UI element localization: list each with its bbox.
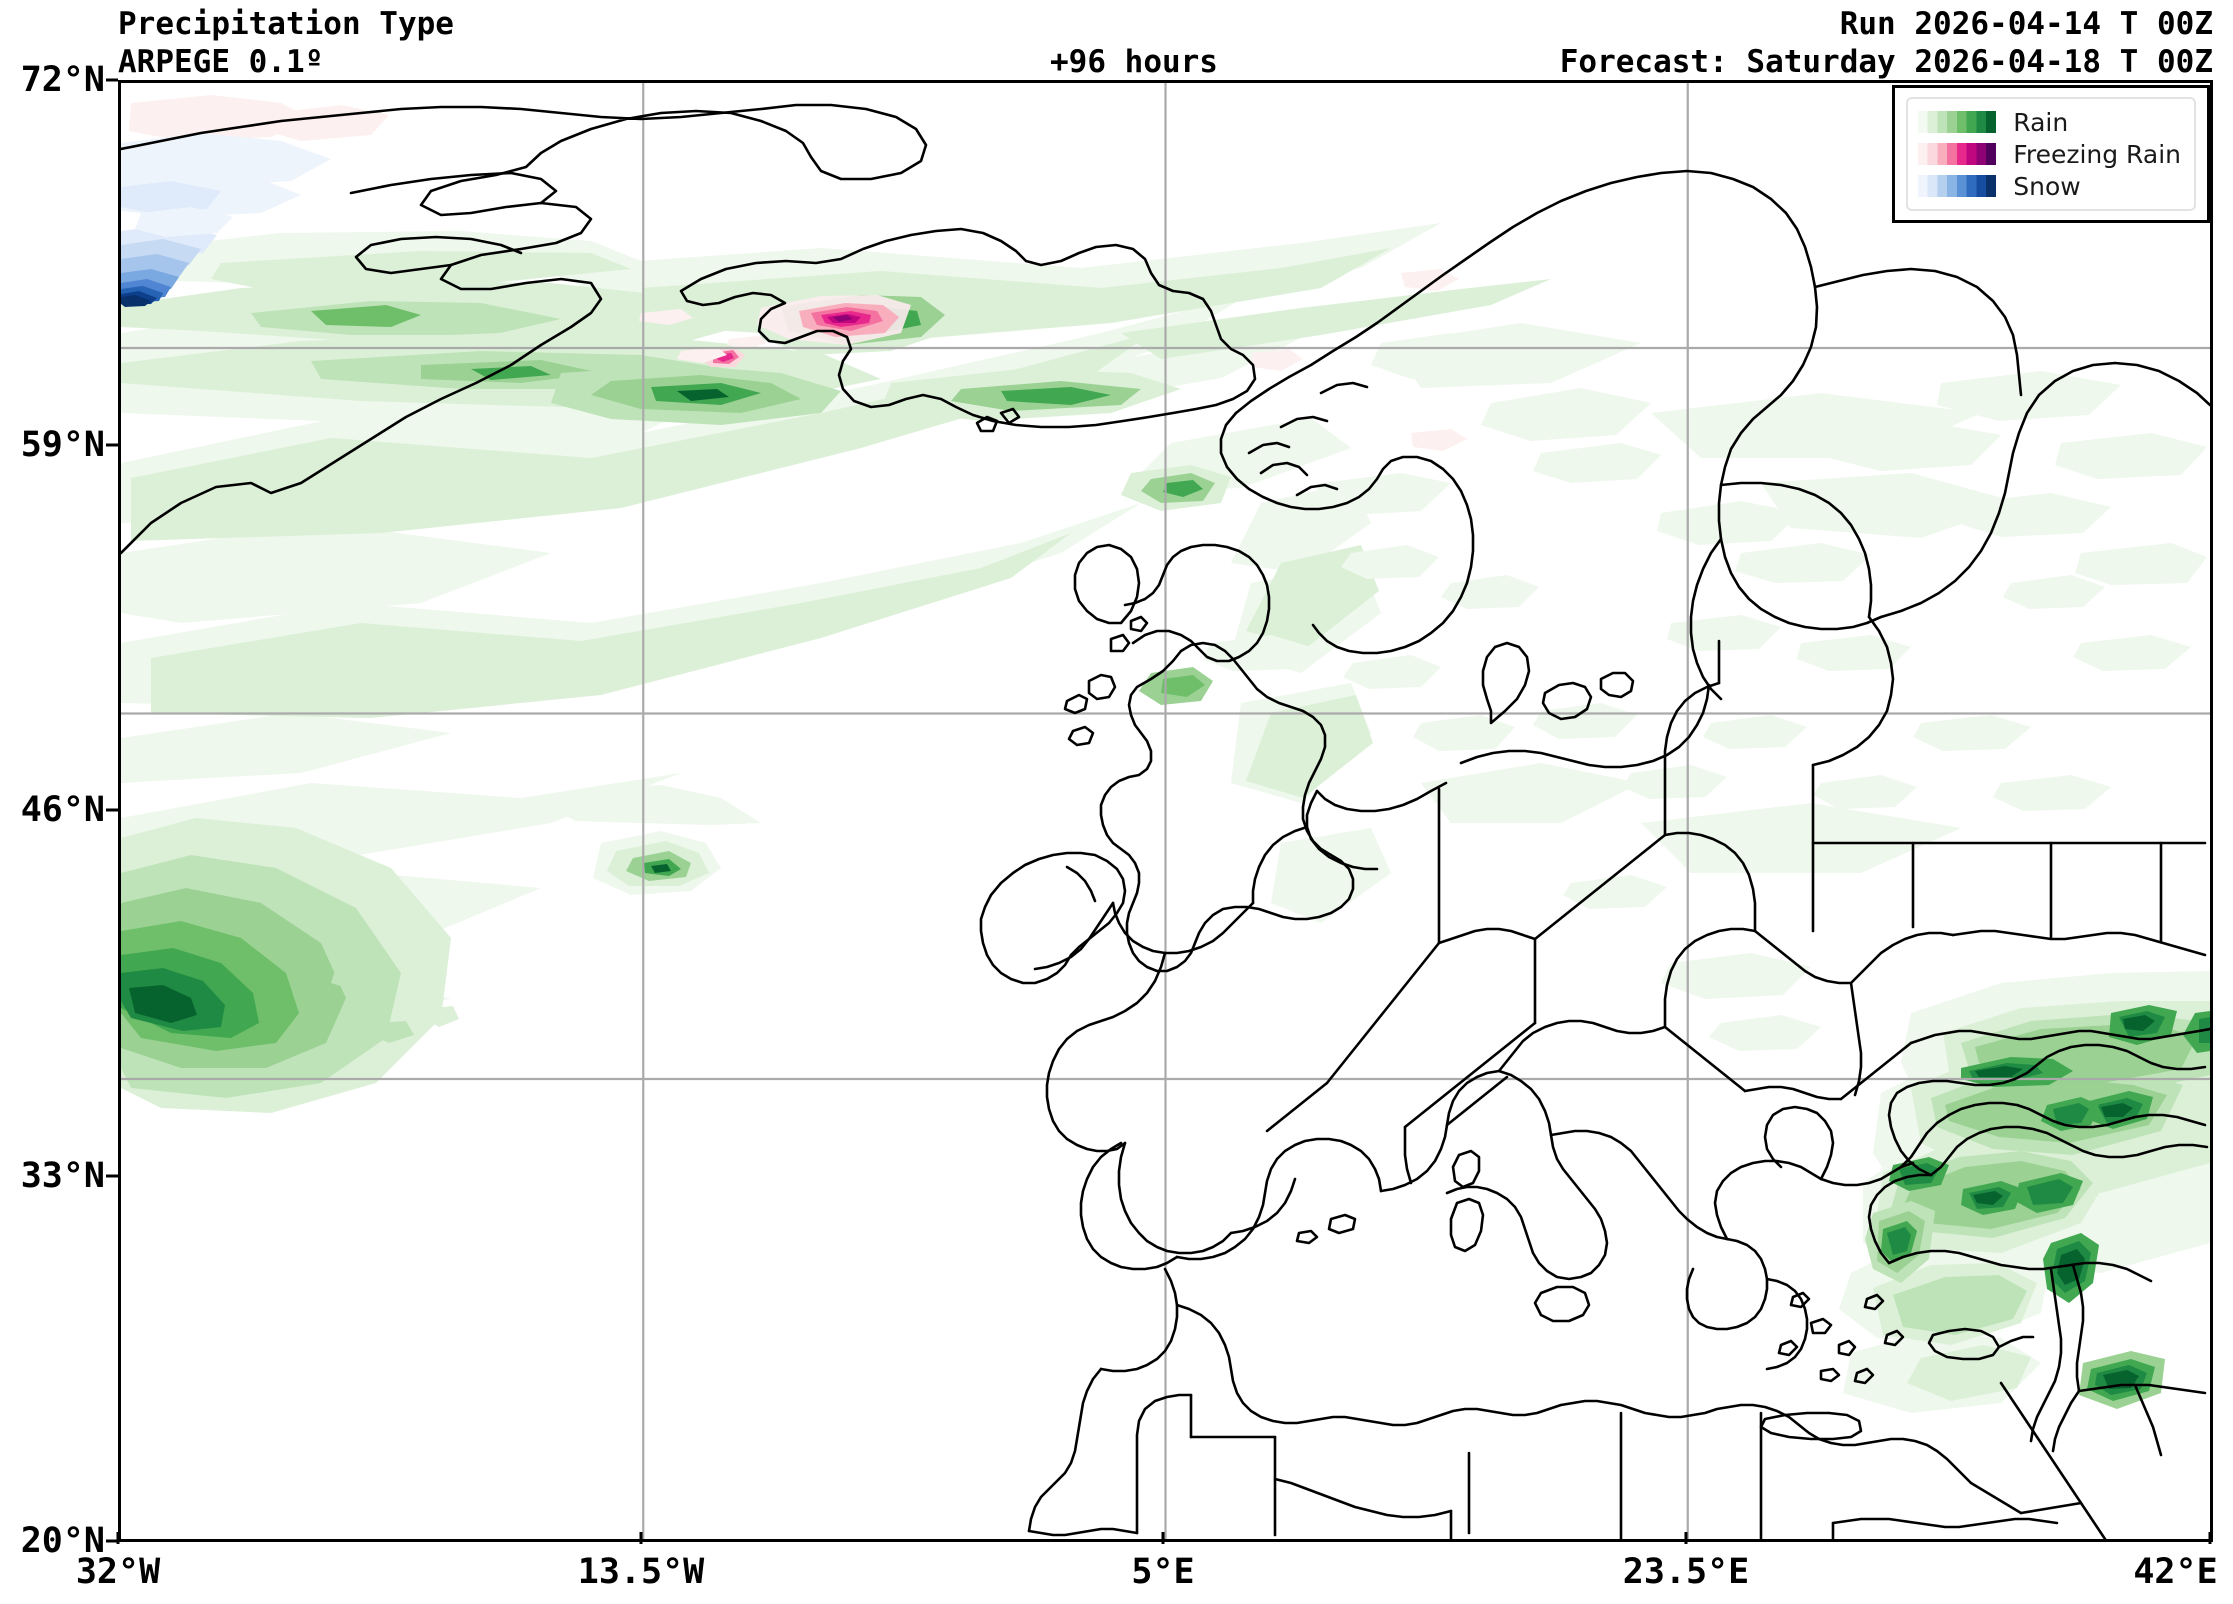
map-plot-area [118,80,2213,1542]
precipitation-map-svg [121,83,2210,1539]
ytick-mark-2 [106,808,118,812]
legend-label-freezing-rain: Freezing Rain [2013,139,2181,169]
legend-item-snow: Snow [1918,170,2181,202]
legend-item-freezing-rain: Freezing Rain [1918,138,2181,170]
xtick-label-0: 32°W [75,1552,161,1592]
xtick-mark-2 [1161,1532,1165,1544]
xtick-label-4: 42°E [2133,1552,2218,1592]
model-label: ARPEGE 0.1º [118,44,324,80]
freezing-rain-colorbar-icon [1918,143,1997,165]
snow-colorbar-icon [1918,175,1997,197]
xtick-label-3: 23.5°E [1622,1552,1750,1592]
ytick-label-2: 46°N [20,790,105,830]
precipitation-type-legend: Rain Freezing Rain Snow [1892,85,2210,223]
ytick-mark-3 [106,1174,118,1178]
ytick-mark-0 [106,78,118,82]
ytick-label-3: 33°N [20,1156,105,1196]
xtick-mark-4 [2208,1532,2212,1544]
snow-shading-layer [121,133,331,307]
legend-item-rain: Rain [1918,106,2181,138]
ytick-mark-1 [106,443,118,447]
graticule-layer [121,83,2210,1539]
legend-inner-panel: Rain Freezing Rain Snow [1906,97,2196,211]
lead-time-label: +96 hours [1050,44,1218,80]
ytick-label-0: 72°N [20,60,105,100]
rain-colorbar-icon [1918,111,1997,133]
xtick-label-1: 13.5°W [577,1552,705,1592]
xtick-mark-3 [1684,1532,1688,1544]
xtick-mark-1 [639,1532,643,1544]
run-timestamp-label: Run 2026-04-14 T 00Z [1839,6,2213,42]
forecast-valid-label: Forecast: Saturday 2026-04-18 T 00Z [1559,44,2213,80]
ytick-label-1: 59°N [20,425,105,465]
page-title: Precipitation Type [118,6,454,42]
ytick-label-4: 20°N [20,1521,105,1561]
coastline-layer [121,103,2210,1539]
xtick-mark-0 [116,1532,120,1544]
legend-label-snow: Snow [2013,171,2081,201]
legend-label-rain: Rain [2013,107,2069,137]
ytick-mark-4 [106,1539,118,1543]
xtick-label-2: 5°E [1131,1552,1195,1592]
rain-shading-layer [121,223,2210,1413]
